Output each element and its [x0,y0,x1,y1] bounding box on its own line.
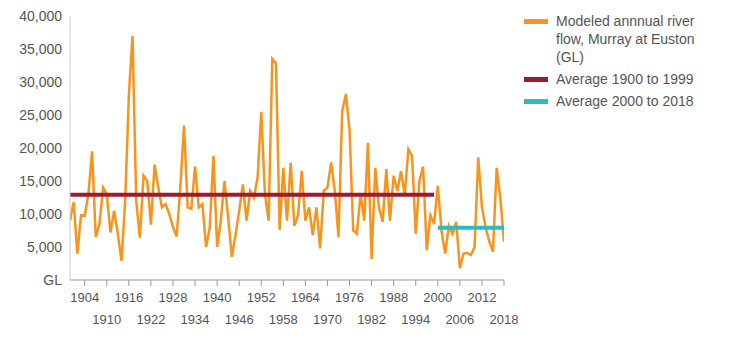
svg-text:1934: 1934 [181,312,210,327]
svg-text:1904: 1904 [70,290,99,305]
svg-text:2018: 2018 [490,312,518,327]
svg-text:2006: 2006 [445,312,474,327]
svg-text:1970: 1970 [313,312,342,327]
svg-text:40,000: 40,000 [19,8,62,24]
svg-text:2000: 2000 [423,290,452,305]
svg-text:1988: 1988 [379,290,408,305]
svg-text:1922: 1922 [136,312,165,327]
svg-text:2012: 2012 [467,290,496,305]
svg-text:20,000: 20,000 [19,140,62,156]
svg-text:GL: GL [43,272,62,288]
svg-text:1976: 1976 [335,290,364,305]
svg-text:35,000: 35,000 [19,41,62,57]
svg-text:1928: 1928 [159,290,188,305]
svg-text:1964: 1964 [291,290,320,305]
svg-text:1940: 1940 [203,290,232,305]
svg-text:30,000: 30,000 [19,74,62,90]
svg-text:1946: 1946 [225,312,254,327]
svg-text:10,000: 10,000 [19,206,62,222]
html-text:Average 1900 to 1999: Average 1900 to 1999 [556,71,694,87]
svg-text:1916: 1916 [114,290,143,305]
html-text:Average 2000 to 2018: Average 2000 to 2018 [556,93,694,109]
svg-text:1994: 1994 [401,312,430,327]
svg-text:5,000: 5,000 [27,239,62,255]
svg-text:25,000: 25,000 [19,107,62,123]
svg-text:1910: 1910 [92,312,121,327]
svg-text:15,000: 15,000 [19,173,62,189]
html-text:Modeled annnual river flow, Mu: Modeled annnual river flow, Murray at Eu… [556,13,695,65]
svg-text:1982: 1982 [357,312,386,327]
svg-text:1958: 1958 [269,312,298,327]
svg-text:1952: 1952 [247,290,276,305]
